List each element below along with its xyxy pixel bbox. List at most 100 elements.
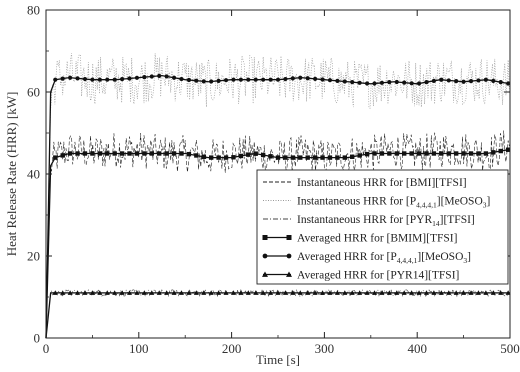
legend-text-part: Instantaneous HRR for [P [297,196,416,208]
marker-circle [179,76,184,82]
marker-square [90,151,95,156]
marker-square [201,154,206,159]
marker-circle [461,79,466,84]
marker-triangle [275,290,281,295]
marker-triangle [483,290,489,295]
legend-text-part: 4,4,4,1 [397,256,418,265]
marker-triangle [156,290,162,295]
marker-triangle [416,290,422,295]
y-tick-label: 40 [27,167,40,182]
marker-square [283,155,288,160]
marker-triangle [260,290,266,295]
marker-square [491,150,496,155]
marker-square [60,153,65,158]
marker-triangle [453,290,459,295]
marker-circle [446,78,451,83]
marker-triangle [282,290,288,295]
y-tick-label: 80 [27,3,40,18]
marker-circle [194,78,199,83]
marker-circle [290,76,295,81]
legend-text-part: ][MeOSO [417,251,463,263]
marker-triangle [75,290,81,295]
marker-square [275,155,281,160]
marker-triangle [409,290,415,295]
y-tick-label: 0 [34,331,41,346]
axes: 0 100 200 300 400 500 0 20 40 60 80 [27,3,520,357]
marker-square [223,155,229,160]
marker-triangle [238,290,244,295]
marker-square [387,151,392,156]
marker-triangle [134,290,140,295]
marker-circle [268,77,273,82]
marker-triangle [97,290,103,295]
marker-square [157,151,162,156]
marker-circle [105,77,110,82]
marker-square [127,151,132,156]
legend-text-part: 14 [432,219,440,228]
marker-square [498,148,503,154]
marker-circle [313,76,318,81]
marker-circle [97,77,102,82]
marker-square [446,151,451,156]
legend-label-5: Averaged HRR for [PYR14][TFSI] [297,270,459,282]
marker-square [142,151,147,156]
marker-triangle [171,290,177,295]
marker-square [82,151,88,156]
legend-text-part: 3 [463,256,467,265]
legend-text-part: ] [487,196,491,208]
legend-marker [286,271,292,277]
marker-triangle [461,290,467,295]
marker-triangle [89,290,95,295]
marker-square [105,151,110,156]
x-tick-label: 500 [500,341,520,356]
marker-square [194,153,199,158]
marker-circle [424,80,429,85]
marker-square [208,155,214,160]
marker-circle [82,76,88,82]
marker-circle [171,75,177,80]
marker-circle [439,77,444,82]
marker-circle [409,81,414,86]
marker-triangle [438,290,444,295]
marker-square [416,151,422,156]
marker-triangle [245,290,251,295]
marker-triangle [342,290,348,295]
marker-triangle [230,290,236,295]
marker-circle [119,77,125,82]
marker-triangle [149,290,155,295]
marker-square [402,151,407,156]
legend-text-part: Averaged HRR for [BMIM][TFSI] [297,233,457,245]
marker-circle [454,78,459,84]
marker-square [290,155,296,160]
marker-square [53,155,58,160]
marker-square [238,153,244,159]
marker-circle [305,76,310,81]
series-line-5 [45,292,510,339]
marker-triangle [119,290,125,295]
legend-marker [262,235,268,240]
legend-marker [286,235,292,240]
x-tick-label: 200 [222,341,242,356]
marker-triangle [201,290,207,295]
marker-square [216,155,221,160]
marker-square [75,151,80,156]
marker-triangle [312,290,318,295]
series-line-2 [45,288,510,339]
marker-circle [416,81,422,86]
marker-circle [223,78,229,83]
marker-square [431,151,437,156]
marker-circle [298,75,303,80]
legend-text-part: ] [467,251,471,263]
marker-triangle [67,290,73,295]
marker-square [468,151,474,156]
marker-square [320,155,325,160]
marker-triangle [327,290,333,295]
legend-label-0: Instantaneous HRR for [BMI][TFSI] [297,177,467,189]
marker-circle [283,76,288,82]
marker-circle [379,80,385,85]
marker-triangle [431,290,437,295]
marker-square [372,151,377,156]
marker-triangle [498,290,504,295]
marker-square [260,152,266,158]
